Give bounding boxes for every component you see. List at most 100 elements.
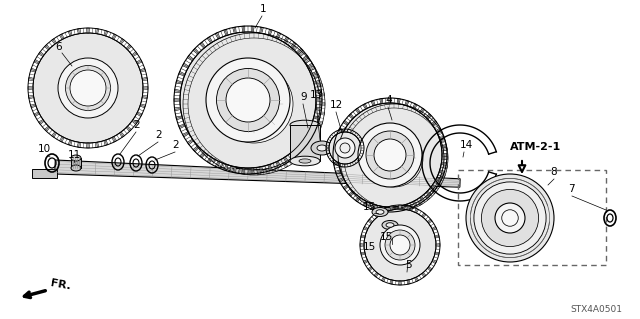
Polygon shape [307,132,314,137]
Polygon shape [311,71,317,76]
Polygon shape [339,178,344,182]
Polygon shape [374,272,378,277]
Text: 2: 2 [172,140,179,150]
Polygon shape [188,129,194,134]
Text: 4: 4 [385,95,392,105]
Polygon shape [413,104,417,109]
Polygon shape [204,51,210,56]
Polygon shape [440,138,445,142]
Ellipse shape [290,156,320,166]
Polygon shape [368,267,372,271]
Polygon shape [407,206,410,210]
Polygon shape [363,104,367,109]
Polygon shape [29,77,34,80]
Polygon shape [436,244,440,247]
Polygon shape [374,213,378,218]
Polygon shape [311,124,317,129]
Polygon shape [45,45,50,50]
Polygon shape [183,102,188,106]
Polygon shape [432,226,436,230]
Polygon shape [320,102,325,106]
Polygon shape [188,55,193,61]
Polygon shape [142,96,147,99]
Polygon shape [399,281,401,285]
Polygon shape [317,121,323,125]
Polygon shape [233,27,236,33]
Polygon shape [38,120,44,124]
Polygon shape [298,51,303,56]
Circle shape [344,108,444,208]
Ellipse shape [290,120,320,130]
Polygon shape [284,40,288,46]
Circle shape [216,69,280,131]
Circle shape [374,139,406,171]
Polygon shape [316,108,321,111]
Circle shape [65,65,111,110]
Polygon shape [132,52,138,56]
Polygon shape [388,98,392,103]
Polygon shape [439,170,445,174]
Polygon shape [193,146,199,152]
Text: 15: 15 [363,242,376,252]
Polygon shape [86,28,90,33]
Polygon shape [410,107,414,111]
Polygon shape [268,164,272,171]
Polygon shape [179,71,185,76]
Polygon shape [305,58,310,63]
Circle shape [206,58,290,142]
Polygon shape [355,197,360,202]
Polygon shape [200,42,205,48]
Polygon shape [251,168,254,174]
Polygon shape [140,68,145,72]
Polygon shape [184,112,189,115]
Polygon shape [374,107,378,111]
Polygon shape [132,120,138,124]
Polygon shape [284,162,288,168]
Text: ATM-2-1: ATM-2-1 [510,142,561,152]
Polygon shape [444,157,448,160]
Polygon shape [136,112,142,116]
Polygon shape [431,122,436,127]
Text: 6: 6 [55,42,61,52]
Circle shape [502,210,518,226]
Polygon shape [297,48,303,54]
Polygon shape [185,121,191,125]
Circle shape [365,129,423,187]
Polygon shape [340,157,344,160]
Polygon shape [204,152,210,157]
Polygon shape [343,138,348,142]
Polygon shape [297,146,303,152]
Polygon shape [364,226,368,230]
Polygon shape [319,93,324,96]
Polygon shape [368,219,372,223]
Polygon shape [207,157,212,163]
Polygon shape [140,104,145,108]
Circle shape [366,131,414,179]
Polygon shape [413,201,417,206]
Polygon shape [415,277,419,282]
Polygon shape [220,162,225,168]
Polygon shape [242,168,245,174]
Polygon shape [60,34,64,40]
Polygon shape [260,167,263,173]
Polygon shape [215,161,220,167]
Polygon shape [31,104,36,108]
Polygon shape [316,89,321,93]
Polygon shape [346,130,351,134]
Polygon shape [349,114,354,119]
Polygon shape [349,191,354,196]
Polygon shape [179,124,185,129]
Polygon shape [291,157,296,163]
Polygon shape [380,99,383,104]
Polygon shape [443,166,447,169]
Text: 11: 11 [68,150,81,160]
Polygon shape [346,182,351,186]
Polygon shape [198,58,204,63]
Polygon shape [314,80,320,84]
Polygon shape [188,74,194,79]
Polygon shape [193,48,199,54]
Polygon shape [439,136,445,140]
Polygon shape [257,170,260,175]
Polygon shape [284,157,289,163]
Polygon shape [426,114,431,119]
